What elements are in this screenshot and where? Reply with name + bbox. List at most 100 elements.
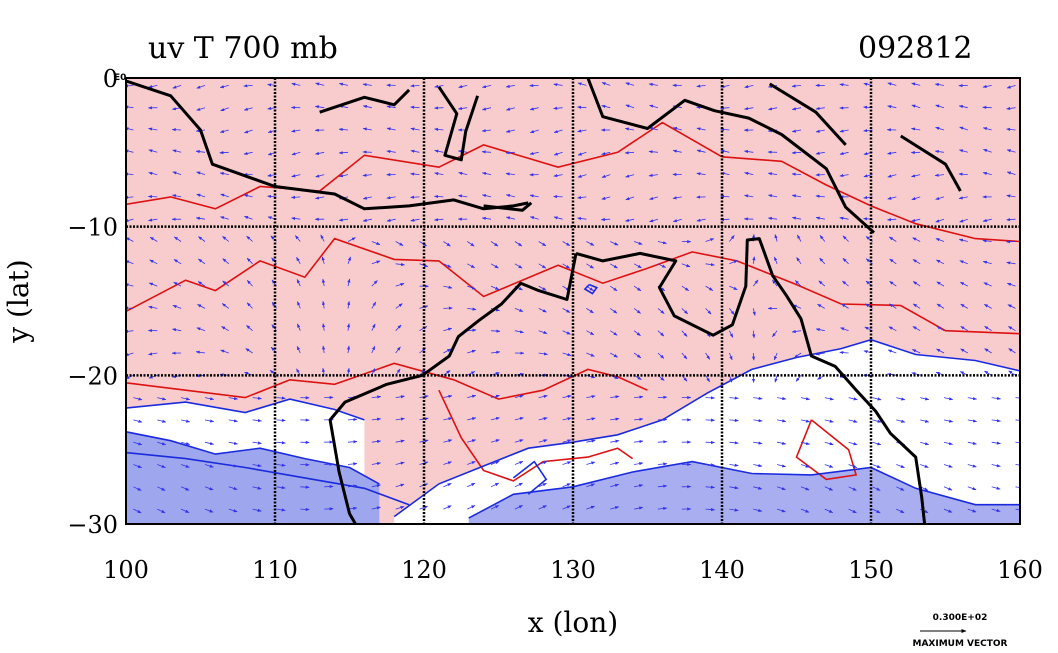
wind-arrow [562, 263, 571, 269]
wind-arrow [149, 259, 158, 265]
cool-contour [583, 283, 599, 295]
wind-arrow [443, 241, 451, 247]
wind-arrow [244, 129, 253, 134]
wind-arrow [219, 85, 229, 89]
wind-arrow [1006, 127, 1016, 131]
wind-arrow [252, 486, 262, 490]
wind-arrow [410, 195, 420, 199]
wind-arrow [839, 83, 849, 87]
wind-arrow [347, 462, 358, 466]
wind-arrow [696, 149, 706, 153]
wind-arrow [562, 241, 571, 247]
wind-arrow [872, 419, 882, 423]
wind-arrow [562, 308, 571, 313]
wind-arrow [839, 216, 849, 220]
wind-arrow [490, 417, 500, 421]
wind-arrow [505, 172, 515, 176]
wind-arrow [538, 330, 548, 334]
wind-arrow [338, 127, 349, 132]
wind-arrow [983, 303, 992, 309]
wind-arrow [395, 303, 403, 309]
x-tick-label: 120 [401, 556, 447, 584]
wind-arrow [935, 238, 945, 242]
wind-arrow [371, 241, 381, 245]
wind-arrow [410, 105, 420, 109]
wind-arrow [172, 194, 182, 198]
wind-arrow [920, 397, 930, 401]
coastline [483, 201, 533, 212]
wind-arrow [911, 82, 921, 86]
wind-arrow [872, 464, 881, 469]
wind-arrow [410, 149, 420, 153]
wind-arrow [729, 352, 733, 361]
wind-arrow [362, 173, 372, 177]
wind-arrow [243, 84, 253, 88]
wind-arrow [529, 107, 539, 111]
wind-arrow [538, 394, 548, 398]
wind-arrow [768, 107, 778, 111]
wind-arrow [819, 257, 826, 265]
wind-arrow [322, 300, 326, 309]
wind-arrow [300, 507, 310, 511]
wind-arrow [888, 326, 897, 332]
wind-arrow [269, 369, 277, 376]
wind-arrow [148, 218, 158, 222]
warm-contour [126, 121, 1020, 243]
wind-arrow [625, 104, 635, 109]
wind-arrow [553, 216, 563, 220]
wind-arrow [300, 485, 310, 489]
wind-arrow [681, 330, 688, 337]
wind-arrow [386, 218, 396, 222]
wind-arrow [538, 505, 547, 510]
grid-lines [126, 78, 1020, 524]
wind-arrow [490, 329, 501, 333]
wind-arrow [824, 486, 834, 491]
wind-arrow [458, 171, 468, 175]
wind-arrow [819, 235, 826, 242]
wind-arrow [419, 326, 428, 332]
wind-arrow [1006, 282, 1016, 287]
wind-arrow [912, 349, 921, 354]
wind-arrow [634, 462, 644, 466]
wind-arrow [991, 486, 1001, 490]
wind-arrow [220, 216, 229, 220]
wind-arrow [887, 372, 897, 376]
wind-arrow [562, 417, 572, 421]
wind-arrow [172, 149, 182, 153]
wind-arrow [228, 486, 238, 490]
chart-title: uv T 700 mb [148, 31, 338, 66]
wind-arrow [586, 505, 595, 510]
wind-arrow [347, 256, 351, 264]
wind-arrow [562, 439, 572, 443]
legend-value: 0.300E+02 [933, 613, 988, 623]
wind-arrow [649, 218, 659, 223]
wind-arrow [434, 84, 444, 88]
y-tick-label: −10 [67, 214, 118, 242]
wind-arrow [633, 285, 642, 292]
wind-arrow [538, 439, 548, 443]
wind-arrow [824, 397, 834, 401]
wind-arrow [649, 196, 659, 200]
wind-arrow [634, 439, 644, 444]
wind-arrow [633, 352, 642, 359]
wind-arrow [753, 486, 763, 490]
wind-arrow [792, 304, 802, 309]
wind-arrow [872, 508, 881, 514]
wind-arrow [729, 260, 738, 265]
wind-arrow [729, 330, 734, 338]
wind-arrow [410, 172, 420, 176]
wind-arrow [291, 151, 301, 156]
wind-arrow [362, 196, 372, 200]
wind-arrow [467, 417, 477, 421]
wind-arrow [729, 486, 739, 490]
wind-arrow [386, 149, 396, 154]
wind-arrow [601, 151, 611, 156]
wind-arrow [983, 149, 992, 153]
wind-arrow [982, 84, 992, 89]
wind-arrow [434, 218, 444, 222]
y-tick-labels: 0 −10 −20 −30 [67, 65, 118, 539]
wind-arrow [815, 151, 825, 155]
wind-arrow [958, 172, 968, 176]
wind-arrow [911, 218, 921, 222]
